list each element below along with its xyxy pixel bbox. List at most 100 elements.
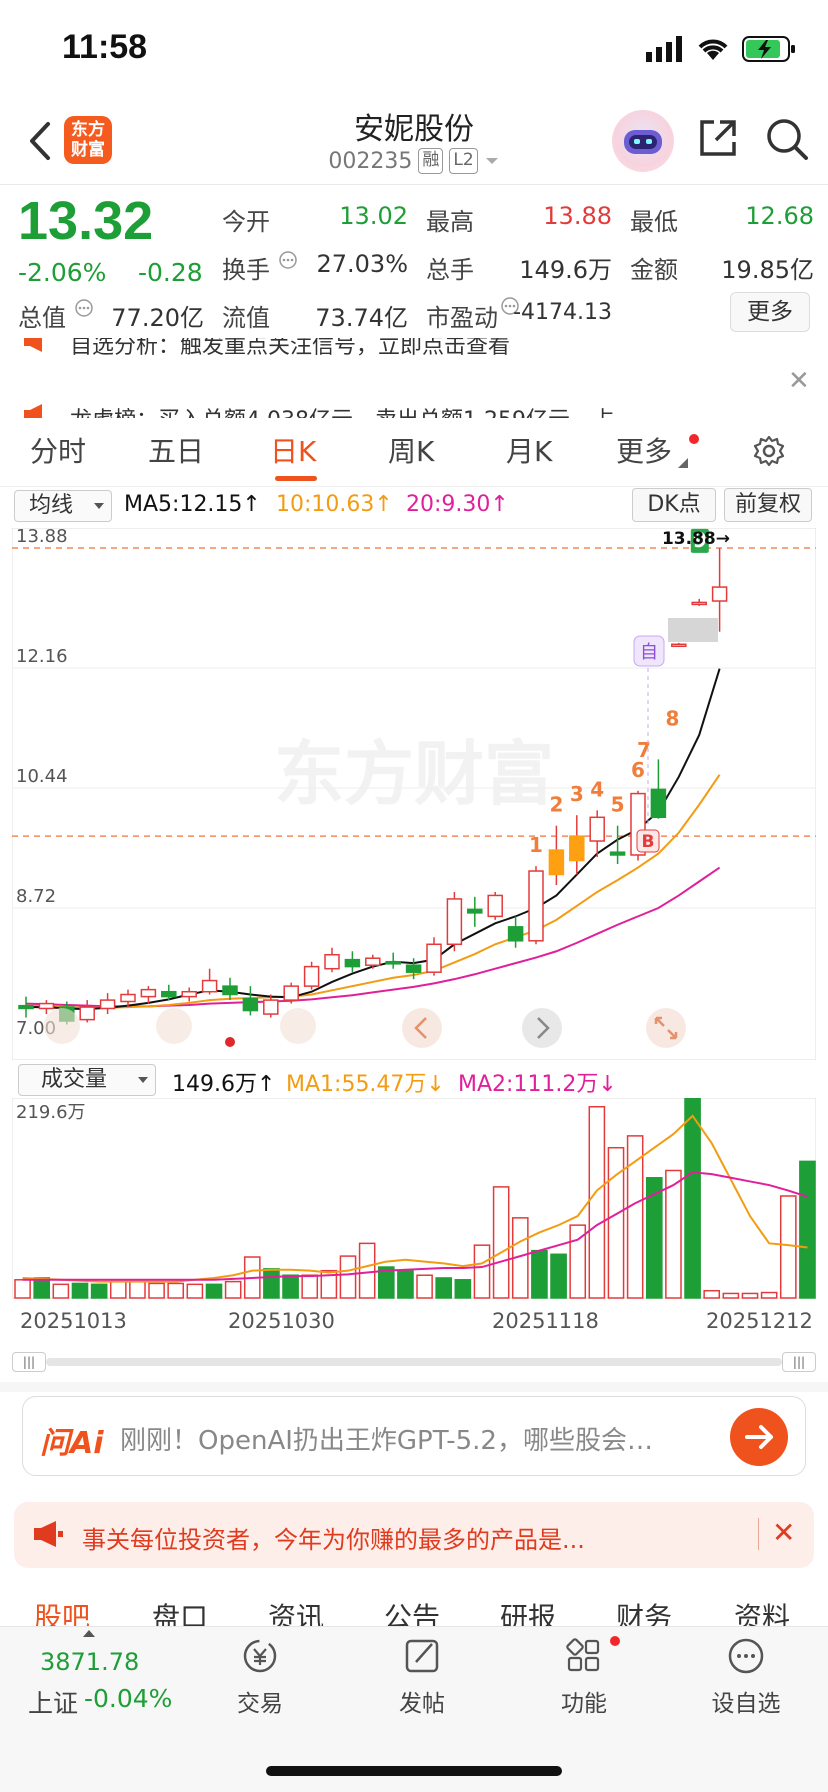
nav-post[interactable]: 发帖 [362, 1636, 482, 1718]
volume-value: 149.6万↑ [172, 1072, 276, 1097]
nav-trade[interactable]: 交易 [200, 1636, 320, 1718]
value-market-cap: 77.20亿 [111, 304, 204, 332]
volume-bar [320, 1269, 338, 1299]
tab-research[interactable]: 研报 [500, 1601, 557, 1628]
candle-body [548, 849, 565, 876]
index-change[interactable]: -0.04% [84, 1684, 173, 1713]
buy-label: B [642, 832, 655, 852]
tab-five-day[interactable]: 五日 [148, 435, 205, 468]
event-dot [225, 1037, 235, 1047]
megaphone-icon [24, 404, 42, 418]
index-value[interactable]: 3871.78 [40, 1648, 140, 1676]
candle-body [528, 870, 544, 942]
signal-label: 3 [570, 782, 584, 806]
price-tick: 12.16 [16, 646, 68, 667]
tab-order-book[interactable]: 盘口 [152, 1601, 209, 1628]
candle-body [671, 643, 687, 648]
chart-nav-icon[interactable] [280, 1008, 316, 1044]
megaphone-icon [34, 1521, 63, 1547]
signal-label: 8 [665, 706, 679, 730]
tab-profile[interactable]: 资料 [734, 1601, 791, 1628]
candle-body [161, 990, 177, 998]
ai-question-box[interactable] [22, 1396, 806, 1476]
scroll-handle-right[interactable]: ||| [782, 1352, 816, 1372]
candle-body [467, 908, 483, 914]
volume-frame [12, 1098, 816, 1299]
tab-weekly-k[interactable]: 周K [388, 435, 435, 468]
more-button[interactable]: 更多 [730, 292, 810, 332]
info-dots-icon[interactable] [500, 296, 520, 316]
volume-bar [665, 1169, 682, 1299]
nav-add-watchlist[interactable]: 设自选 [686, 1636, 806, 1718]
indicator-select[interactable]: 均线 [14, 490, 112, 522]
close-icon[interactable]: ✕ [788, 366, 810, 396]
scroll-handle-left[interactable]: ||| [12, 1352, 46, 1372]
forward-adjust-button[interactable]: 前复权 [724, 488, 812, 522]
ai-logo: 问Ai [40, 1426, 104, 1461]
news-ticker[interactable]: 自选分析：触发重点关注信号，立即点击查看 龙虎榜：买入总额4.038亿元，卖出总… [0, 338, 828, 418]
share-icon[interactable] [696, 116, 740, 160]
high-marker: 13.88→ [662, 529, 730, 549]
level2-tag: L2 [449, 148, 478, 174]
back-arrow-icon[interactable] [24, 118, 60, 164]
ai-headline[interactable]: 刚刚！OpenAI扔出王炸GPT-5.2，哪些股会… [120, 1426, 653, 1456]
volume-bar [684, 1098, 701, 1299]
label-float-cap: 流值 [222, 304, 270, 332]
volume-indicator-select[interactable]: 成交量 [18, 1064, 156, 1096]
self-select-tag [633, 635, 665, 667]
tab-forum[interactable]: 股吧 [34, 1601, 91, 1628]
tab-news[interactable]: 资讯 [268, 1601, 325, 1628]
stock-code-row[interactable]: 002235 融 L2 [0, 148, 828, 174]
chart-scrollbar[interactable]: ||| ||| [12, 1352, 816, 1372]
info-tabs: 股吧 盘口 资讯 公告 研报 财务 资料 [0, 1596, 828, 1628]
signal-nine-box [690, 528, 709, 553]
notification-dot [689, 434, 699, 444]
info-dots-icon[interactable] [74, 298, 94, 318]
search-icon[interactable] [764, 116, 810, 162]
ticker-line-2: 龙虎榜：买入总额4.038亿元，卖出总额1.259亿元，占 [70, 402, 614, 418]
ai-robot-avatar[interactable] [612, 110, 674, 172]
tab-announcements[interactable]: 公告 [384, 1601, 441, 1628]
candle-body [609, 851, 626, 856]
nav-features-label: 功能 [561, 1691, 607, 1717]
volume-bar [339, 1255, 357, 1299]
info-dots-icon[interactable] [278, 250, 298, 270]
dk-point-button[interactable]: DK点 [632, 488, 716, 522]
expand-icon[interactable] [646, 1008, 686, 1048]
nav-features[interactable]: 功能 [524, 1636, 644, 1718]
volume-chart[interactable]: 219.6万 20251013 20251030 20251118 202512… [12, 1098, 816, 1344]
chevron-right-icon[interactable] [522, 1008, 562, 1048]
tab-more[interactable]: 更多 [616, 435, 673, 468]
volume-bar [14, 1279, 31, 1299]
stock-code: 002235 [328, 148, 413, 174]
robot-icon [624, 130, 662, 154]
chevron-left-icon[interactable] [402, 1008, 442, 1048]
candle-body [405, 964, 422, 973]
value-open: 13.02 [339, 202, 408, 230]
date-tick-3: 20251212 [706, 1309, 813, 1333]
tab-daily-k[interactable]: 日K [270, 435, 317, 468]
tab-monthly-k[interactable]: 月K [506, 435, 553, 468]
chart-nav-icon[interactable] [156, 1008, 192, 1044]
logo-text-2: 财富 [71, 140, 105, 160]
tab-finance[interactable]: 财务 [616, 1601, 673, 1628]
label-pe: 市盈动 [426, 304, 498, 332]
signal-label: 5 [611, 793, 625, 817]
ai-go-button[interactable] [730, 1408, 788, 1466]
corner-triangle-icon [678, 458, 688, 468]
signal-label: 1 [529, 833, 543, 857]
index-name[interactable]: 上证 [28, 1689, 79, 1718]
candle-body [569, 835, 585, 862]
volume-bar [569, 1224, 587, 1299]
chart-nav-left-icon[interactable] [44, 1008, 80, 1044]
close-icon[interactable]: ✕ [772, 1516, 796, 1549]
settings-gear-icon[interactable] [752, 434, 786, 468]
volume-bar [71, 1282, 89, 1299]
ma20-label: 20:9.30↑ [406, 492, 509, 517]
label-market-cap: 总值 [18, 304, 66, 332]
buy-tag [636, 829, 660, 853]
tab-intraday[interactable]: 分时 [30, 435, 87, 468]
volume-max-tick: 219.6万 [16, 1102, 86, 1123]
promo-banner[interactable] [14, 1502, 814, 1568]
